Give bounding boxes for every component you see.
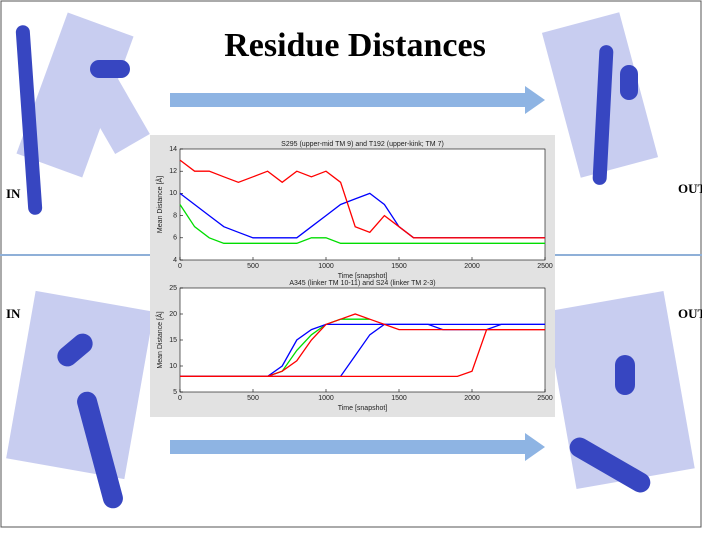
- chart-title: A345 (linker TM 10-11) and S24 (linker T…: [289, 280, 435, 287]
- y-tick-label: 10: [169, 190, 177, 197]
- x-tick-label: 0: [178, 263, 182, 270]
- x-tick-label: 2500: [537, 263, 553, 270]
- x-tick-label: 2000: [464, 263, 480, 270]
- y-axis-label: Mean Distance [Å]: [155, 176, 164, 233]
- y-tick-label: 14: [169, 146, 177, 153]
- x-tick-label: 0: [178, 395, 182, 402]
- slide-title: Residue Distances: [224, 27, 486, 64]
- state-label: OUT: [678, 181, 702, 196]
- x-tick-label: 1500: [391, 395, 407, 402]
- y-tick-label: 4: [173, 257, 177, 264]
- y-tick-label: 25: [169, 285, 177, 292]
- x-axis-label: Time [snapshot]: [338, 405, 388, 412]
- chart-title: S295 (upper-mid TM 9) and T192 (upper-ki…: [281, 141, 444, 148]
- y-tick-label: 15: [169, 337, 177, 344]
- y-tick-label: 5: [173, 389, 177, 396]
- x-tick-label: 2000: [464, 395, 480, 402]
- y-tick-label: 20: [169, 311, 177, 318]
- slide: Residue Distances IN OUT IN OUT S295 (up…: [0, 0, 702, 528]
- x-tick-label: 500: [247, 263, 259, 270]
- x-axis-label: Time [snapshot]: [338, 273, 388, 280]
- x-tick-label: 2500: [537, 395, 553, 402]
- y-tick-label: 12: [169, 168, 177, 175]
- y-tick-label: 8: [173, 212, 177, 219]
- state-label: IN: [6, 186, 21, 201]
- x-tick-label: 1000: [318, 263, 334, 270]
- y-tick-label: 6: [173, 235, 177, 242]
- state-label: OUT: [678, 306, 702, 321]
- y-axis-label: Mean Distance [Å]: [155, 311, 164, 368]
- state-label: IN: [6, 306, 21, 321]
- x-tick-label: 1000: [318, 395, 334, 402]
- x-tick-label: 500: [247, 395, 259, 402]
- y-tick-label: 10: [169, 363, 177, 370]
- x-tick-label: 1500: [391, 263, 407, 270]
